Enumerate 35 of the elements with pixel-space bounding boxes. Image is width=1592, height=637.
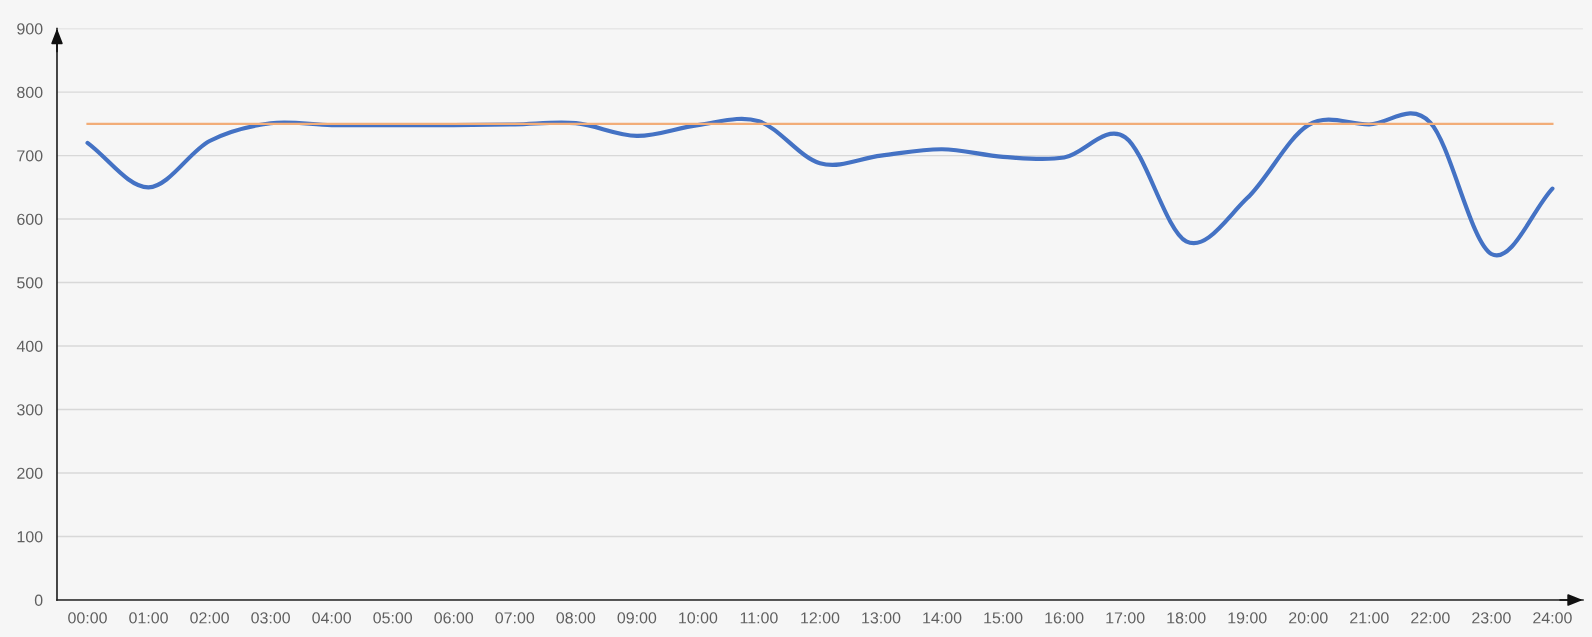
x-tick-label: 11:00 [740, 612, 778, 624]
x-tick-label: 21:00 [1350, 612, 1389, 624]
y-tick-label: 900 [17, 23, 43, 35]
x-tick-label: 00:00 [68, 612, 107, 624]
x-tick-label: 23:00 [1472, 612, 1511, 624]
x-tick-label: 07:00 [495, 612, 535, 624]
y-tick-label: 800 [17, 86, 43, 99]
x-tick-label: 05:00 [373, 612, 413, 624]
x-tick-label: 08:00 [556, 612, 596, 624]
x-tick-label: 01:00 [129, 612, 168, 624]
y-tick-label: 700 [17, 150, 43, 162]
x-tick-label: 17:00 [1106, 612, 1145, 624]
x-tick-label: 04:00 [312, 612, 352, 624]
y-tick-label: 500 [17, 277, 43, 289]
x-tick-label: 12:00 [801, 612, 840, 624]
y-tick-label: 300 [17, 404, 43, 416]
y-tick-label: 400 [16, 340, 43, 352]
y-tick-label: 0 [34, 594, 43, 606]
x-tick-label: 24:00 [1533, 612, 1572, 624]
x-tick-label: 15:00 [984, 612, 1023, 624]
x-tick-label: 20:00 [1289, 612, 1328, 624]
x-tick-label: 16:00 [1045, 612, 1084, 624]
y-tick-label: 200 [17, 467, 43, 479]
x-tick-label: 03:00 [251, 612, 290, 624]
x-tick-label: 02:00 [190, 612, 229, 624]
x-tick-label: 06:00 [434, 612, 474, 624]
x-tick-label: 14:00 [923, 612, 962, 624]
x-tick-label: 22:00 [1411, 612, 1450, 624]
x-tick-label: 19:00 [1228, 612, 1267, 624]
y-tick-label: 600 [17, 213, 43, 226]
y-tick-label: 100 [17, 531, 43, 543]
x-tick-label: 18:00 [1167, 612, 1206, 624]
x-tick-label: 10:00 [679, 612, 718, 624]
x-tick-label: 09:00 [617, 612, 657, 624]
x-tick-label: 13:00 [862, 612, 901, 624]
